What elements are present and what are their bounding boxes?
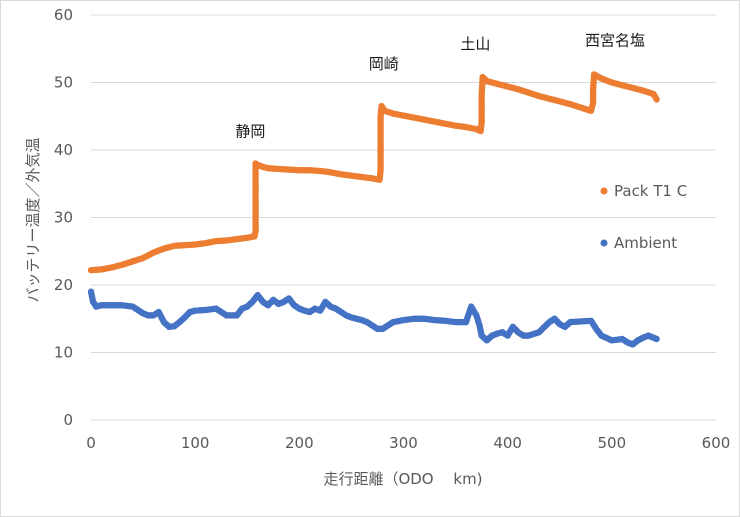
data-point [653,96,660,103]
y-tick-label: 40 [54,141,73,159]
y-tick-label: 50 [54,74,73,92]
data-point [653,335,660,343]
x-tick-label: 400 [493,434,522,452]
legend-marker [600,187,608,195]
x-tick-label: 600 [702,434,731,452]
legend-label: Pack T1 C [614,182,687,200]
annotations: 静岡 岡崎 土山 西宮名塩 [235,31,645,140]
y-axis-label: バッテリー温度／外気温 [24,137,42,302]
y-tick-labels: 0 10 20 30 40 50 60 [54,6,73,429]
x-axis-label: 走行距離（ODO km) [323,470,482,488]
legend: Pack T1 C Ambient [600,182,687,252]
x-tick-labels: 0 100 200 300 400 500 600 [86,434,730,452]
x-tick-label: 500 [598,434,627,452]
y-tick-label: 20 [54,276,73,294]
y-tick-label: 0 [63,411,73,429]
x-tick-label: 200 [285,434,314,452]
y-tick-label: 30 [54,209,73,227]
x-tick-label: 0 [86,434,96,452]
annotation-label: 静岡 [235,123,265,141]
x-tick-label: 300 [389,434,418,452]
y-tick-label: 60 [54,6,73,24]
annotation-label: 土山 [460,35,490,53]
annotation-label: 岡崎 [369,55,399,73]
annotation-label: 西宮名塩 [585,31,645,49]
legend-marker [600,239,608,247]
x-tick-label: 100 [181,434,210,452]
y-tick-label: 10 [54,344,73,362]
data-points [87,71,660,348]
gridlines [91,14,716,421]
legend-label: Ambient [614,234,677,252]
